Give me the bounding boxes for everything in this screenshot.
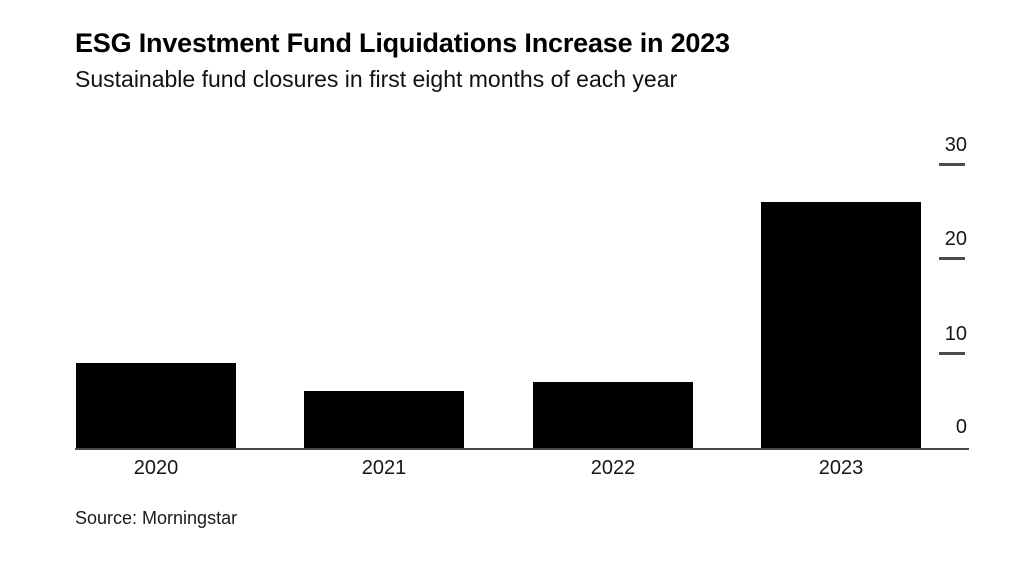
x-axis-line: [75, 448, 969, 450]
y-tick-label-20: 20: [944, 228, 967, 250]
bar-2022: [533, 382, 693, 448]
bar-2020: [76, 363, 236, 448]
y-tick-dash-30: [939, 163, 965, 166]
y-tick-dash-10: [939, 352, 965, 355]
x-label-2023: 2023: [818, 457, 864, 479]
x-label-2021: 2021: [361, 457, 407, 479]
bar-2023: [761, 202, 921, 448]
bar-2021: [304, 391, 464, 448]
x-label-2022: 2022: [590, 457, 636, 479]
source-note: Source: Morningstar: [75, 508, 238, 528]
y-tick-dash-20: [939, 257, 965, 260]
y-tick-label-10: 10: [944, 323, 967, 345]
chart-title: ESG Investment Fund Liquidations Increas…: [75, 28, 730, 58]
y-tick-label-30: 30: [944, 134, 967, 156]
chart-subtitle: Sustainable fund closures in first eight…: [75, 66, 678, 92]
y-tick-label-0: 0: [955, 416, 967, 438]
x-label-2020: 2020: [133, 457, 179, 479]
